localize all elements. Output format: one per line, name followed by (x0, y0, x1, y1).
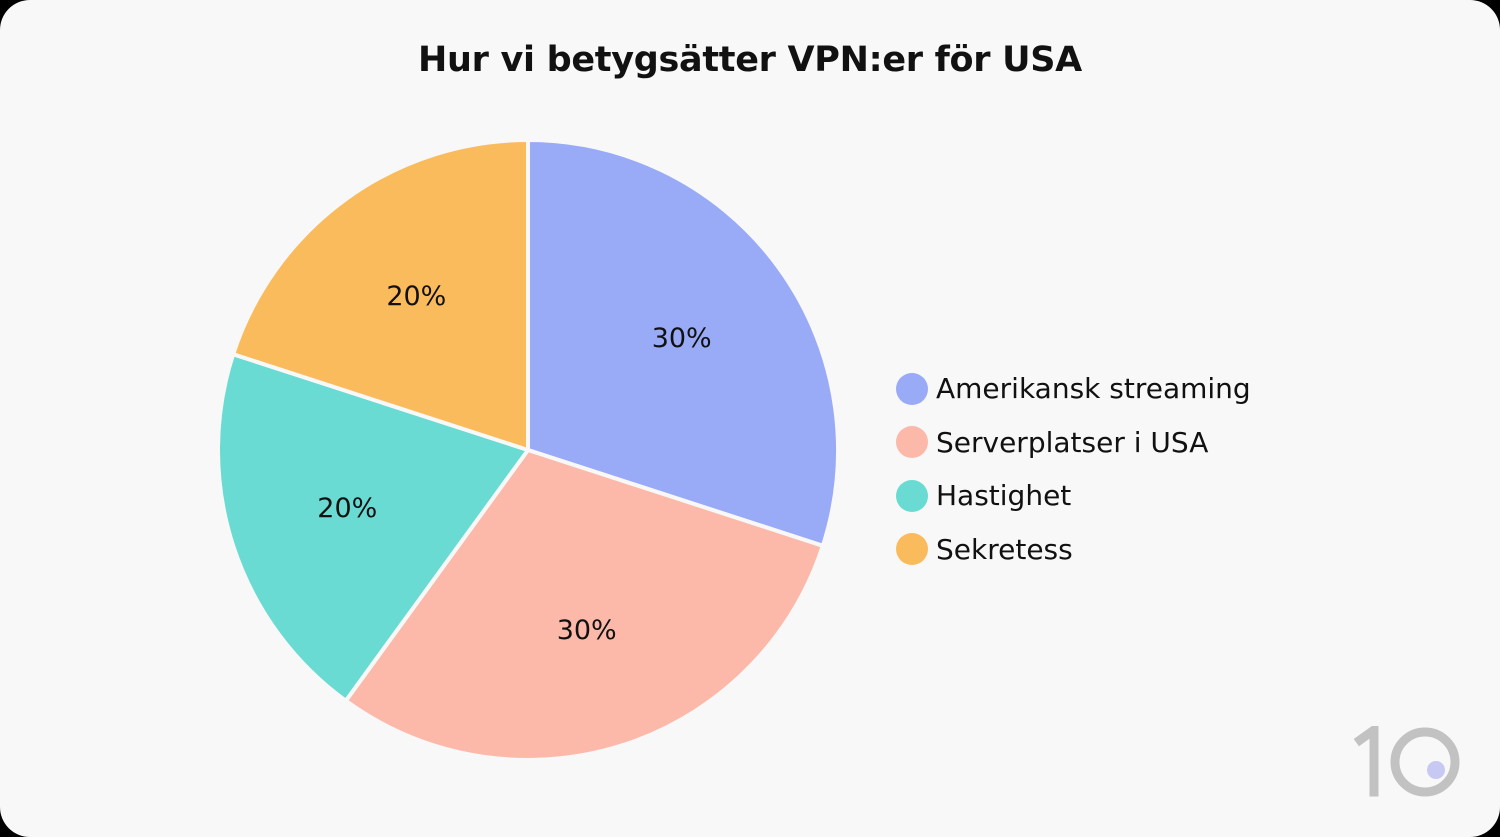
pie-slice-2 (343, 448, 825, 762)
logo-dot (1427, 761, 1445, 779)
legend-label: Amerikansk streaming (936, 372, 1251, 406)
legend-swatch (896, 479, 928, 512)
slice-value-label: 30% (557, 615, 617, 646)
legend-label: Serverplatser i USA (936, 425, 1209, 459)
legend-swatch (896, 533, 928, 566)
chart-legend: Amerikansk streaming Serverplatser i USA H… (896, 362, 1251, 576)
legend-item: Hastighet (896, 469, 1251, 523)
legend-label: Hastighet (936, 479, 1072, 513)
brand-logo (1354, 726, 1460, 797)
chart-title: Hur vi betygsätter VPN:er för USA (418, 40, 1082, 80)
slice-value-label: 20% (386, 281, 446, 312)
legend-item: Sekretess (896, 523, 1251, 577)
pie-slice-4 (231, 138, 530, 452)
pie-slice-labels: 30% 30% 20% 20% (317, 281, 711, 646)
pie-slice-3 (216, 352, 530, 703)
slice-value-label: 30% (652, 323, 712, 354)
legend-swatch (896, 426, 928, 459)
legend-swatch (896, 372, 928, 405)
legend-item: Serverplatser i USA (896, 416, 1251, 470)
slice-value-label: 20% (317, 493, 377, 524)
pie-slices (216, 138, 840, 762)
legend-label: Sekretess (936, 532, 1073, 566)
pie-slice-1 (526, 138, 840, 548)
legend-item: Amerikansk streaming (896, 362, 1251, 416)
